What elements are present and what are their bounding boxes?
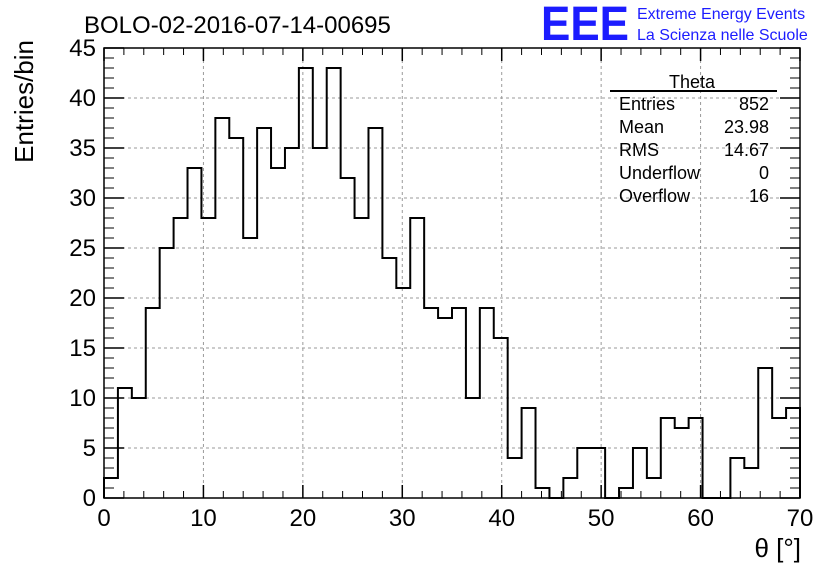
stats-label: Overflow [619, 186, 691, 206]
stats-value: 14.67 [724, 140, 769, 160]
x-tick-labels: 0 10 20 30 40 50 60 70 [97, 505, 813, 532]
stats-title: Theta [669, 72, 716, 92]
y-tick-label: 0 [83, 485, 96, 512]
stats-rows: Entries 852 Mean 23.98 RMS 14.67 Underflow 0 Ove… [619, 94, 769, 206]
y-tick-label: 25 [69, 235, 96, 262]
plot-frame [103, 47, 801, 499]
y-tick-label: 20 [69, 285, 96, 312]
x-tick-label: 50 [588, 505, 615, 532]
x-tick-label: 40 [488, 505, 515, 532]
stats-value: 23.98 [724, 117, 769, 137]
stats-label: RMS [619, 140, 659, 160]
histogram-line [103, 67, 801, 499]
run-title: BOLO-02-2016-07-14-00695 [84, 12, 391, 39]
x-axis-title: θ [°] [754, 533, 801, 563]
grid-lines [104, 48, 800, 498]
y-tick-label: 5 [83, 435, 96, 462]
stats-value: 0 [759, 163, 769, 183]
logo-line-1: Extreme Energy Events [637, 6, 805, 23]
x-tick-label: 30 [389, 505, 416, 532]
y-tick-label: 35 [69, 135, 96, 162]
x-tick-label: 60 [687, 505, 714, 532]
y-tick-label: 45 [69, 35, 96, 62]
stats-value: 852 [739, 94, 769, 114]
stats-box: Theta Entries 852 Mean 23.98 RMS 14.67 Underfl… [610, 72, 777, 206]
y-tick-label: 40 [69, 85, 96, 112]
eee-logo: EEE Extreme Energy Events La Scienza nel… [541, 0, 808, 51]
y-tick-label: 10 [69, 385, 96, 412]
logo-line-2: La Scienza nelle Scuole [637, 27, 808, 44]
y-tick-label: 15 [69, 335, 96, 362]
y-axis-title: Entries/bin [9, 40, 39, 163]
x-tick-label: 10 [190, 505, 217, 532]
stats-value: 16 [749, 186, 769, 206]
stats-label: Underflow [619, 163, 701, 183]
axis-ticks [103, 47, 801, 499]
x-tick-label: 20 [290, 505, 317, 532]
logo-mark: EEE [541, 0, 629, 51]
y-tick-labels: 0 5 10 15 20 25 30 35 40 45 [69, 35, 96, 512]
x-tick-label: 70 [787, 505, 814, 532]
stats-label: Entries [619, 94, 675, 114]
y-tick-label: 30 [69, 185, 96, 212]
x-tick-label: 0 [97, 505, 110, 532]
stats-label: Mean [619, 117, 664, 137]
